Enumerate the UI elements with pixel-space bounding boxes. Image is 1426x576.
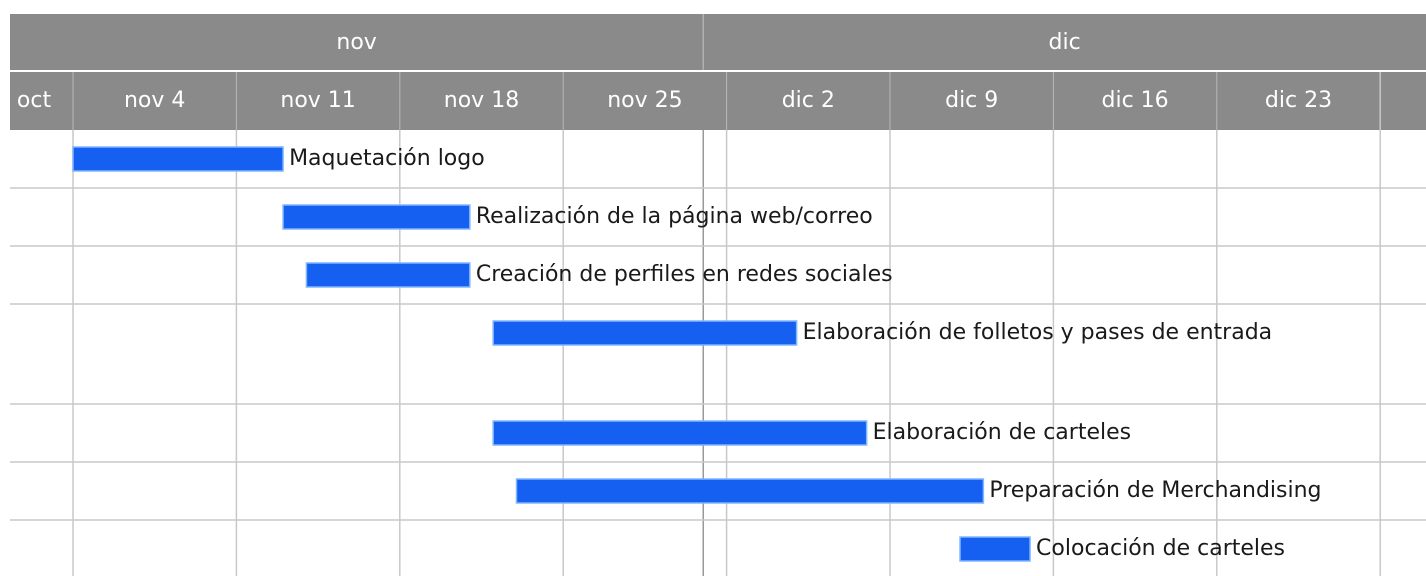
x-tick-label: nov 25 <box>607 88 682 113</box>
x-tick-label: nov 4 <box>124 88 185 113</box>
task-bar <box>305 262 471 288</box>
task-label: Maquetación logo <box>289 146 485 171</box>
task-label: Preparación de Merchandising <box>989 478 1321 503</box>
x-tick-label: dic 9 <box>945 88 998 113</box>
task-label: Colocación de carteles <box>1036 536 1285 561</box>
x-tick-label: oct <box>17 88 52 113</box>
x-tick-label: dic 16 <box>1102 88 1169 113</box>
task-label: Elaboración de carteles <box>873 420 1131 445</box>
task-label: Elaboración de folletos y pases de entra… <box>803 320 1273 345</box>
task-label: Realización de la página web/correo <box>476 204 873 229</box>
x-tick-label: nov 18 <box>444 88 519 113</box>
month-header-bg <box>10 14 1426 70</box>
task-bar <box>492 320 798 346</box>
month-label: nov <box>336 30 376 55</box>
task-bar <box>959 536 1031 562</box>
task-bar <box>492 420 868 446</box>
x-tick-label: dic 23 <box>1265 88 1332 113</box>
month-label: dic <box>1049 30 1081 55</box>
task-bar <box>282 204 471 230</box>
x-tick-label: nov 11 <box>280 88 355 113</box>
task-label: Creación de perfiles en redes sociales <box>476 262 893 287</box>
x-tick-label: dic 2 <box>782 88 835 113</box>
week-header-bg <box>10 72 1426 130</box>
task-bar <box>72 146 284 172</box>
task-bar <box>515 478 985 504</box>
